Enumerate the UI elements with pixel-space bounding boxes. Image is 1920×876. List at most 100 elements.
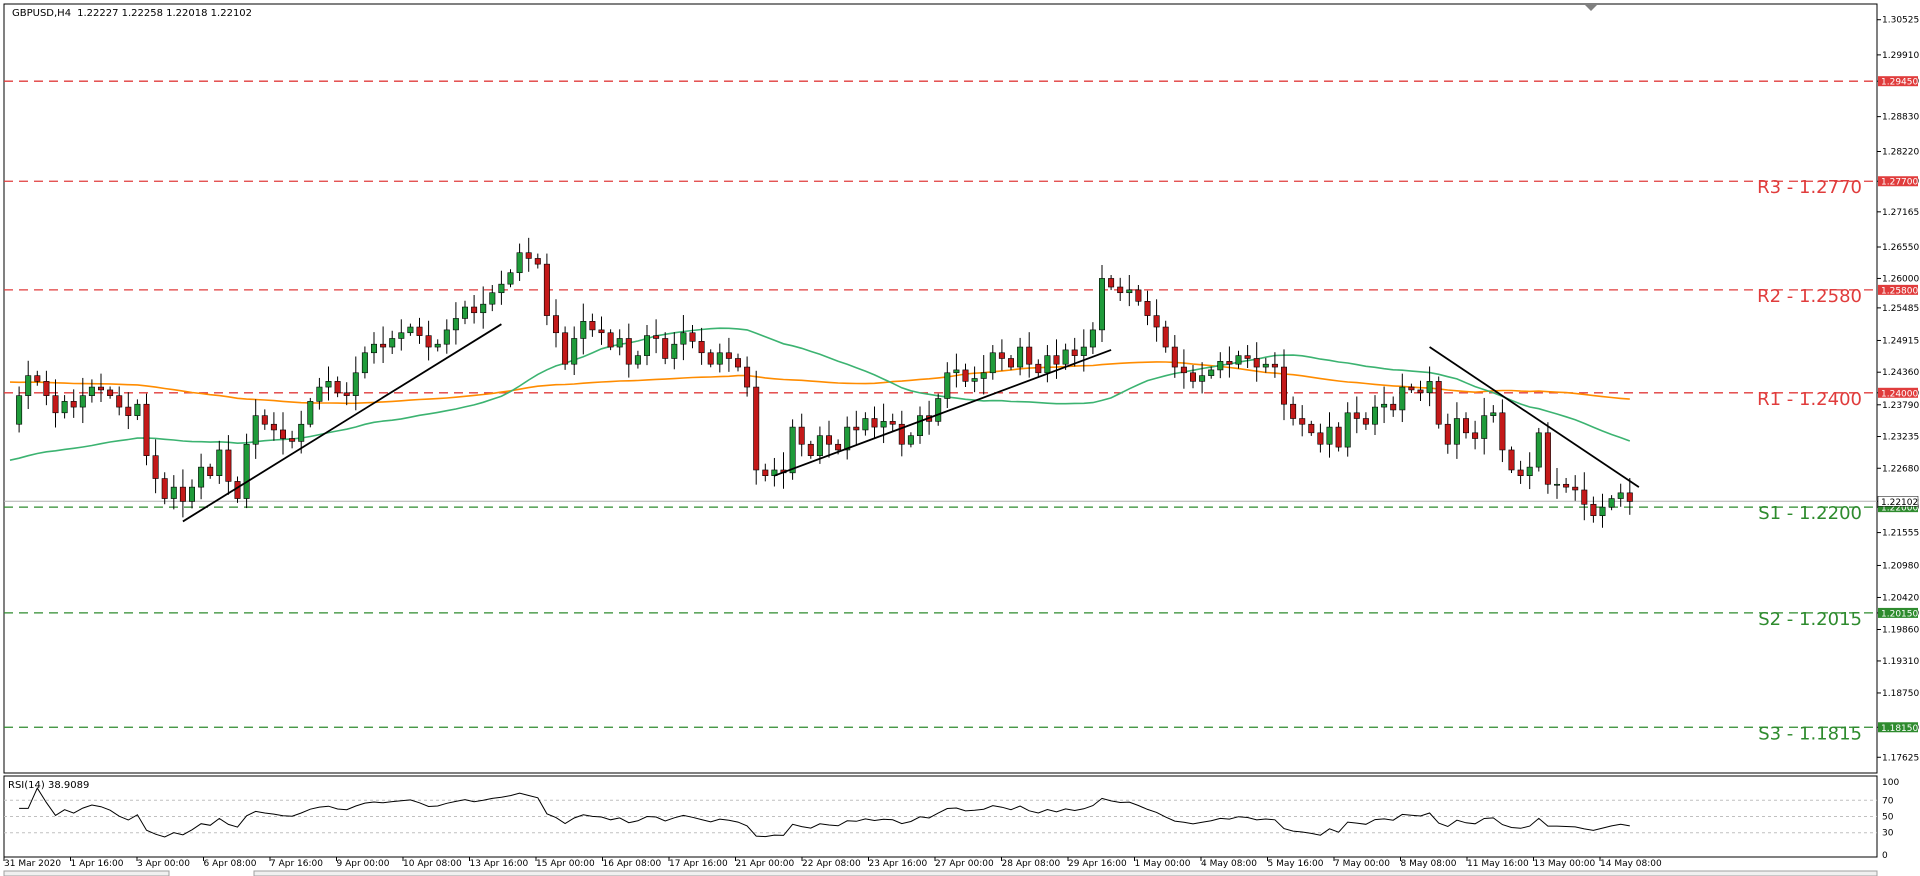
rsi-tick-label: 30 [1882, 829, 1894, 839]
price-tick-label: 1.20420 [1882, 593, 1919, 603]
bearish-candle [1053, 355, 1060, 365]
bearish-candle [725, 352, 732, 359]
bullish-candle [88, 386, 95, 396]
bearish-candle [1581, 489, 1588, 505]
level-price-tag-text: 1.29450 [1881, 78, 1918, 88]
time-tick-label: 21 Apr 00:00 [736, 859, 795, 869]
bearish-candle [1444, 423, 1451, 445]
bearish-candle [1408, 386, 1415, 391]
bullish-candle [643, 335, 650, 356]
price-tick-label: 1.19310 [1882, 657, 1919, 667]
bullish-candle [862, 418, 869, 431]
bearish-candle [835, 443, 842, 451]
bullish-candle [789, 426, 796, 474]
price-tick-label: 1.18750 [1882, 689, 1919, 699]
bearish-candle [1463, 418, 1470, 434]
trendline [182, 323, 502, 523]
bearish-candle [161, 478, 168, 499]
bearish-candle [289, 438, 296, 442]
time-tick-label: 1 Apr 16:00 [71, 859, 124, 869]
bearish-candle [562, 332, 569, 365]
bearish-candle [207, 466, 214, 476]
bullish-candle [844, 426, 851, 451]
bullish-candle [507, 272, 514, 285]
price-tick-label: 1.28830 [1882, 113, 1919, 123]
bearish-candle [534, 258, 541, 265]
bearish-candle [1108, 278, 1115, 288]
bearish-candle [52, 395, 59, 414]
rsi-tick-label: 0 [1882, 851, 1888, 861]
bearish-candle [1281, 366, 1288, 405]
bearish-candle [1353, 412, 1360, 419]
level-price-tag-text: 1.18150 [1881, 724, 1918, 734]
price-tick-label: 1.26550 [1882, 243, 1919, 253]
bearish-candle [1071, 349, 1078, 356]
bullish-candle [1453, 418, 1460, 445]
bearish-candle [116, 395, 123, 408]
bearish-candle [825, 435, 832, 445]
bearish-candle [889, 421, 896, 425]
bearish-candle [225, 449, 232, 482]
symbol-timeframe: GBPUSD,H4 [12, 8, 71, 19]
bearish-candle [34, 375, 41, 382]
bullish-candle [452, 318, 459, 331]
price-tick-label: 1.24360 [1882, 368, 1919, 378]
bullish-candle [1235, 355, 1242, 365]
bearish-candle [898, 423, 905, 445]
rsi-panel: RSI(14) 38.9089 100 70 50 30 0 [3, 775, 1899, 861]
price-tick-label: 1.17625 [1882, 753, 1919, 763]
horizontal-scrollbar-thumb[interactable] [253, 870, 1878, 876]
main-panel-frame [3, 3, 1878, 774]
bearish-candle [1626, 492, 1633, 502]
bearish-candle [125, 406, 132, 416]
bearish-candle [734, 358, 741, 368]
bullish-candle [1599, 506, 1606, 517]
bearish-candle [1362, 418, 1369, 425]
price-tick-label: 1.20980 [1882, 561, 1919, 571]
bullish-candle [252, 415, 259, 445]
bullish-candle [370, 343, 377, 354]
price-tick-label: 1.22680 [1882, 464, 1919, 474]
bullish-candle [953, 369, 960, 374]
bullish-candle [434, 343, 441, 348]
bearish-candle [1335, 426, 1342, 448]
level-price-tag [1878, 502, 1918, 513]
trendlines [182, 323, 1640, 523]
bullish-candle [134, 403, 141, 416]
bullish-candle [680, 332, 687, 345]
bullish-candle [79, 395, 86, 408]
level-label: S1 - 1.2200 [1758, 503, 1862, 524]
price-axis: 1.30525 1.29910 1.29450 1.28830 1.28220 1.277… [1877, 16, 1919, 763]
bearish-candle [1144, 301, 1151, 316]
bullish-candle [1399, 386, 1406, 411]
bearish-candle [625, 338, 632, 365]
bearish-candle [1563, 483, 1570, 488]
price-tick-label: 1.19860 [1882, 625, 1919, 635]
level-price-tag-text: 1.22000 [1881, 504, 1918, 514]
bullish-candle [170, 486, 177, 499]
chart-shift-icon[interactable] [1585, 5, 1597, 11]
bullish-candle [1344, 412, 1351, 448]
bearish-candle [1117, 286, 1124, 294]
bullish-candle [189, 486, 196, 502]
bullish-candle [489, 292, 496, 305]
bullish-candle [25, 375, 32, 396]
bullish-candle [398, 332, 405, 339]
bullish-candle [1554, 483, 1561, 486]
time-tick-label: 7 Apr 16:00 [270, 859, 323, 869]
bearish-candle [179, 486, 186, 502]
level-price-tag-text: 1.20150 [1881, 609, 1918, 619]
level-price-tag-text: 1.27700 [1881, 178, 1918, 188]
time-tick-label: 13 May 00:00 [1534, 859, 1596, 869]
bearish-candle [343, 392, 350, 396]
horizontal-scrollbar-left[interactable] [3, 870, 170, 876]
price-tick-label: 1.27165 [1882, 208, 1919, 218]
level-price-tag [1878, 387, 1918, 398]
bearish-candle [1244, 355, 1251, 359]
bearish-candle [653, 335, 660, 339]
ma-fast-line [9, 327, 1631, 461]
time-axis: 31 Mar 2020 1 Apr 16:00 3 Apr 00:00 6 Apr 0… [3, 857, 1662, 869]
price-tick-label: 1.26000 [1882, 274, 1919, 284]
time-tick-label: 1 May 00:00 [1135, 859, 1191, 869]
